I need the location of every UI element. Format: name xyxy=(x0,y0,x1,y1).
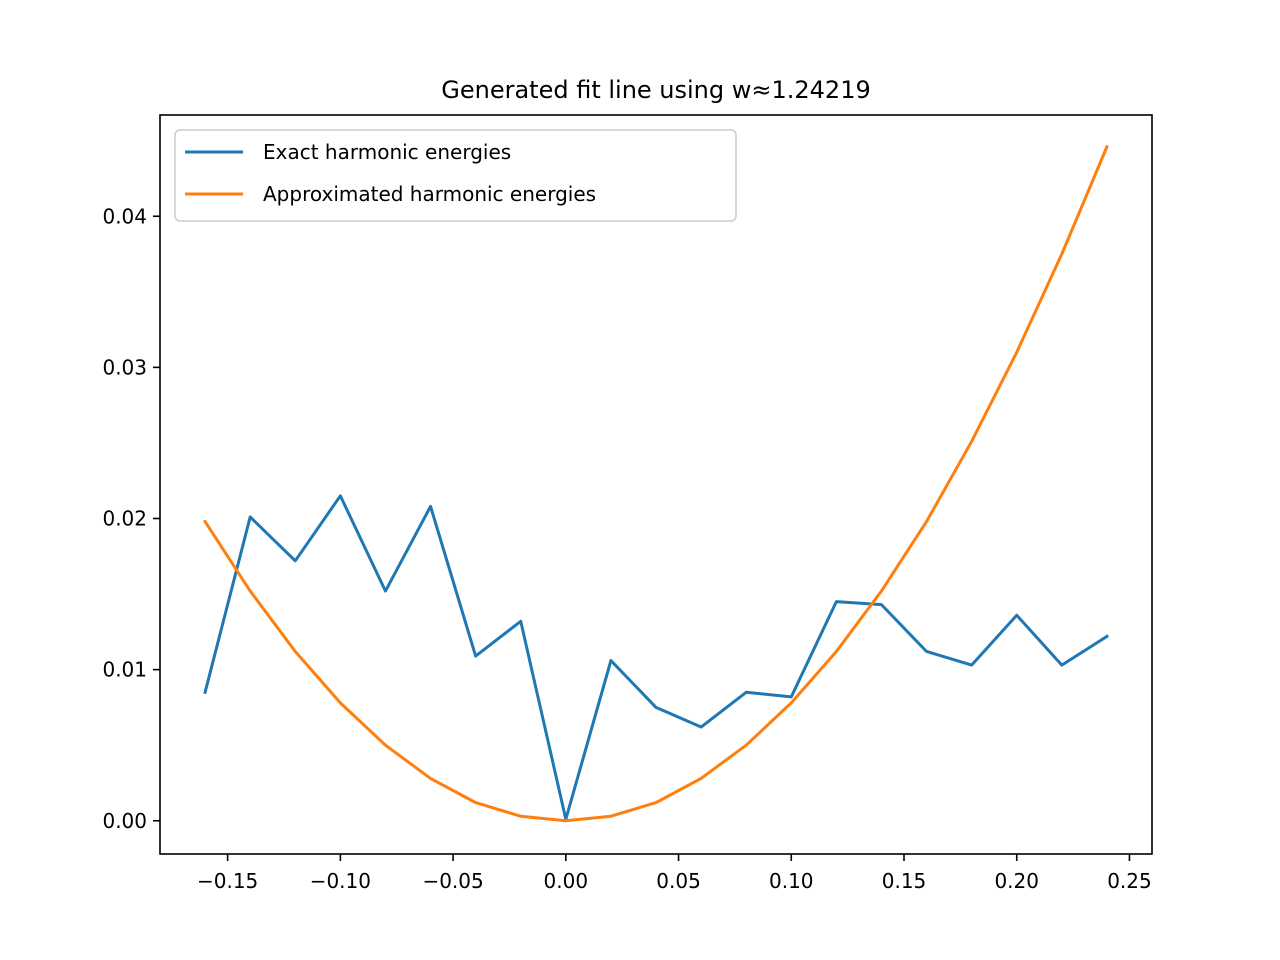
series-line-approximated xyxy=(203,144,1109,823)
x-axis: −0.15 −0.10 −0.05 0.00 0.05 0.10 0.15 0.20 0.25 xyxy=(197,854,1152,893)
x-tick-label: −0.10 xyxy=(310,869,371,893)
legend: Exact harmonic energies Approximated har… xyxy=(174,129,737,222)
x-tick-label: 0.10 xyxy=(769,869,814,893)
y-tick-label: 0.00 xyxy=(102,809,147,833)
y-tick-label: 0.04 xyxy=(102,204,147,228)
plot-lines xyxy=(203,144,1109,823)
legend-label-exact: Exact harmonic energies xyxy=(263,140,511,164)
chart-title: Generated fit line using w≈1.24219 xyxy=(441,76,871,104)
x-tick-label: 0.25 xyxy=(1107,869,1152,893)
y-tick-label: 0.01 xyxy=(102,658,147,682)
x-tick-label: −0.05 xyxy=(422,869,483,893)
x-tick-label: 0.00 xyxy=(544,869,589,893)
x-tick-label: 0.20 xyxy=(994,869,1039,893)
legend-box xyxy=(174,129,737,222)
x-tick-label: 0.15 xyxy=(882,869,927,893)
y-axis: 0.00 0.01 0.02 0.03 0.04 xyxy=(102,204,160,833)
series-line-exact xyxy=(203,494,1109,821)
plot-area-frame xyxy=(159,114,1153,855)
y-tick-label: 0.02 xyxy=(102,507,147,531)
x-tick-label: 0.05 xyxy=(656,869,701,893)
y-tick-label: 0.03 xyxy=(102,355,147,379)
x-tick-label: −0.15 xyxy=(197,869,258,893)
legend-label-approximated: Approximated harmonic energies xyxy=(263,182,596,206)
